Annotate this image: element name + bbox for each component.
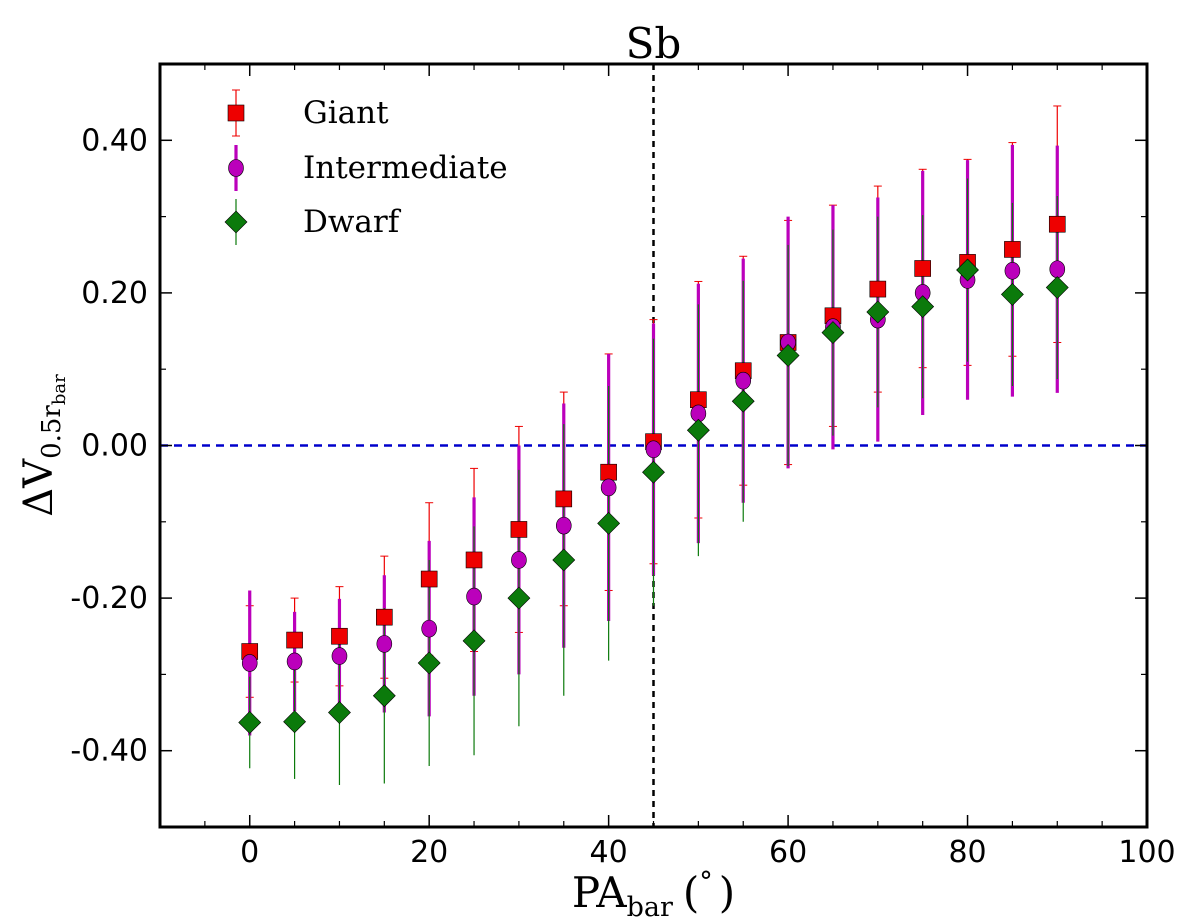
x-axis-label-sub: bar [627,892,673,923]
data-point-dwarf [417,651,441,675]
x-tick-label: 80 [948,835,986,870]
data-point-dwarf [597,511,621,535]
data-point-giant [331,627,348,645]
legend: Giant Intermediate Dwarf [224,89,508,245]
data-point-intermediate [555,516,572,535]
data-point-giant [600,463,617,481]
legend-entry-dwarf: Dwarf [224,199,402,245]
data-point-dwarf [911,295,935,319]
data-point-giant [376,608,393,626]
data-point-dwarf [731,389,755,413]
ticks-layer: 0 20 40 60 80 100 -0.40 -0.20 0.00 0.20 0.40 [70,63,1176,870]
legend-label-intermediate: Intermediate [303,150,508,186]
data-point-intermediate [466,587,482,606]
data-point-intermediate [331,647,348,665]
data-point-intermediate [1004,261,1021,280]
data-point-dwarf [956,258,979,282]
x-axis-label: PAbar (°) [572,867,735,923]
svg-text:ΔV0.5rbar: ΔV0.5rbar [16,374,70,517]
data-point-intermediate [735,371,752,390]
data-point-intermediate [600,478,617,497]
data-point-dwarf [238,711,262,734]
chart-title: Sb [626,19,682,68]
data-point-dwarf [686,418,710,442]
data-point-dwarf [462,629,486,653]
data-point-dwarf [642,460,665,484]
y-tick-label: 0.20 [81,276,148,311]
data-point-dwarf [866,300,890,324]
plot-frame [158,62,1149,829]
legend-marker-square [227,104,245,122]
y-tick-label: 0.00 [81,429,148,464]
legend-marker-circle [228,159,244,177]
x-axis-label-unit-open: ( [683,868,699,917]
x-tick-label: 60 [769,835,807,870]
data-point-giant [1004,241,1021,258]
data-point-giant [555,490,573,508]
y-axis-label-main: ΔV [16,458,62,517]
data-point-dwarf [776,344,800,367]
data-point-giant [465,551,483,569]
x-axis-label-unit: ° [699,867,713,898]
y-axis-label-sub1: 0.5r [37,405,67,459]
data-point-dwarf [1045,276,1069,299]
x-tick-label: 100 [1118,835,1175,870]
x-tick-label: 40 [590,835,628,870]
data-point-dwarf [283,710,307,734]
y-axis-label-sub2: bar [49,374,70,405]
data-point-intermediate [241,654,258,672]
data-point-dwarf [821,321,845,345]
data-point-intermediate [286,652,303,671]
data-point-dwarf [328,701,351,724]
data-point-dwarf [552,548,576,572]
data-point-dwarf [507,586,531,610]
data-point-giant [420,570,438,588]
data-point-intermediate [645,440,662,459]
x-tick-label: 20 [410,835,448,870]
legend-marker-diamond [224,210,248,234]
legend-entry-intermediate: Intermediate [228,145,508,191]
data-point-giant [286,631,303,649]
legend-label-dwarf: Dwarf [303,204,402,240]
legend-entry-giant: Giant [227,89,389,137]
data-point-giant [869,280,887,298]
y-axis-label: ΔV0.5rbar [16,374,70,517]
y-tick-label: 0.40 [81,123,148,158]
data-point-intermediate [511,551,527,569]
y-tick-label: -0.20 [70,581,148,616]
series-layer [238,105,1069,786]
x-tick-label: 0 [240,835,259,870]
data-point-dwarf [372,684,396,708]
data-point-intermediate [376,635,393,653]
data-point-giant [1048,215,1066,233]
series-intermediate-points [241,260,1066,672]
y-tick-label: -0.40 [70,734,148,769]
data-point-intermediate [1049,260,1066,279]
data-point-giant [510,521,528,538]
legend-label-giant: Giant [303,95,389,131]
series-dwarf-points [238,258,1069,734]
data-point-dwarf [1000,283,1024,306]
data-point-intermediate [421,619,437,638]
x-axis-label-main: PA [572,868,627,917]
x-axis-label-unit-close: ) [719,868,735,917]
data-point-giant [914,260,931,277]
